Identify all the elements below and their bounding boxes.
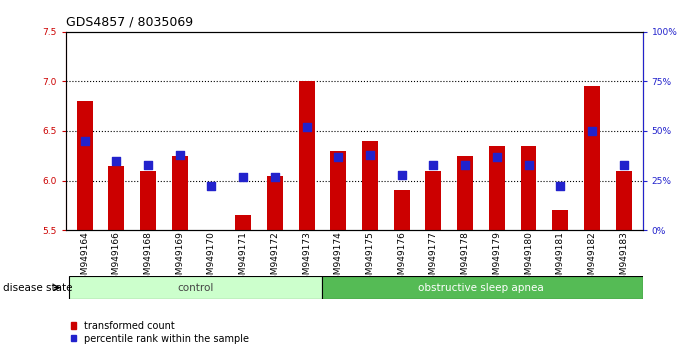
Bar [362, 141, 378, 230]
Bar [520, 146, 536, 230]
Bar [140, 171, 156, 230]
Bar [330, 151, 346, 230]
Point [364, 152, 375, 158]
Point [460, 162, 471, 167]
Text: disease state: disease state [3, 282, 73, 293]
Bar [552, 210, 568, 230]
Point [555, 184, 566, 189]
Point [587, 128, 598, 134]
Point [301, 124, 312, 130]
Point [206, 184, 217, 189]
Bar [584, 86, 600, 230]
Text: GDS4857 / 8035069: GDS4857 / 8035069 [66, 15, 193, 28]
Bar [616, 171, 632, 230]
Point [111, 158, 122, 164]
Text: obstructive sleep apnea: obstructive sleep apnea [418, 282, 544, 293]
Bar [235, 215, 251, 230]
Bar [394, 190, 410, 230]
Bar [426, 171, 442, 230]
Point [396, 172, 407, 177]
Bar [172, 156, 188, 230]
Point [269, 174, 281, 179]
Bar [69, 276, 323, 299]
Bar [489, 146, 504, 230]
Bar [267, 176, 283, 230]
Point [618, 162, 629, 167]
Point [174, 152, 185, 158]
Legend: transformed count, percentile rank within the sample: transformed count, percentile rank withi… [70, 321, 249, 344]
Point [491, 154, 502, 160]
Point [238, 174, 249, 179]
Bar [457, 156, 473, 230]
Point [428, 162, 439, 167]
Point [79, 138, 91, 144]
Text: control: control [178, 282, 214, 293]
Bar [77, 101, 93, 230]
Point [333, 154, 344, 160]
Bar [299, 81, 314, 230]
Bar [108, 166, 124, 230]
Point [523, 162, 534, 167]
Point [142, 162, 153, 167]
Bar [323, 276, 643, 299]
